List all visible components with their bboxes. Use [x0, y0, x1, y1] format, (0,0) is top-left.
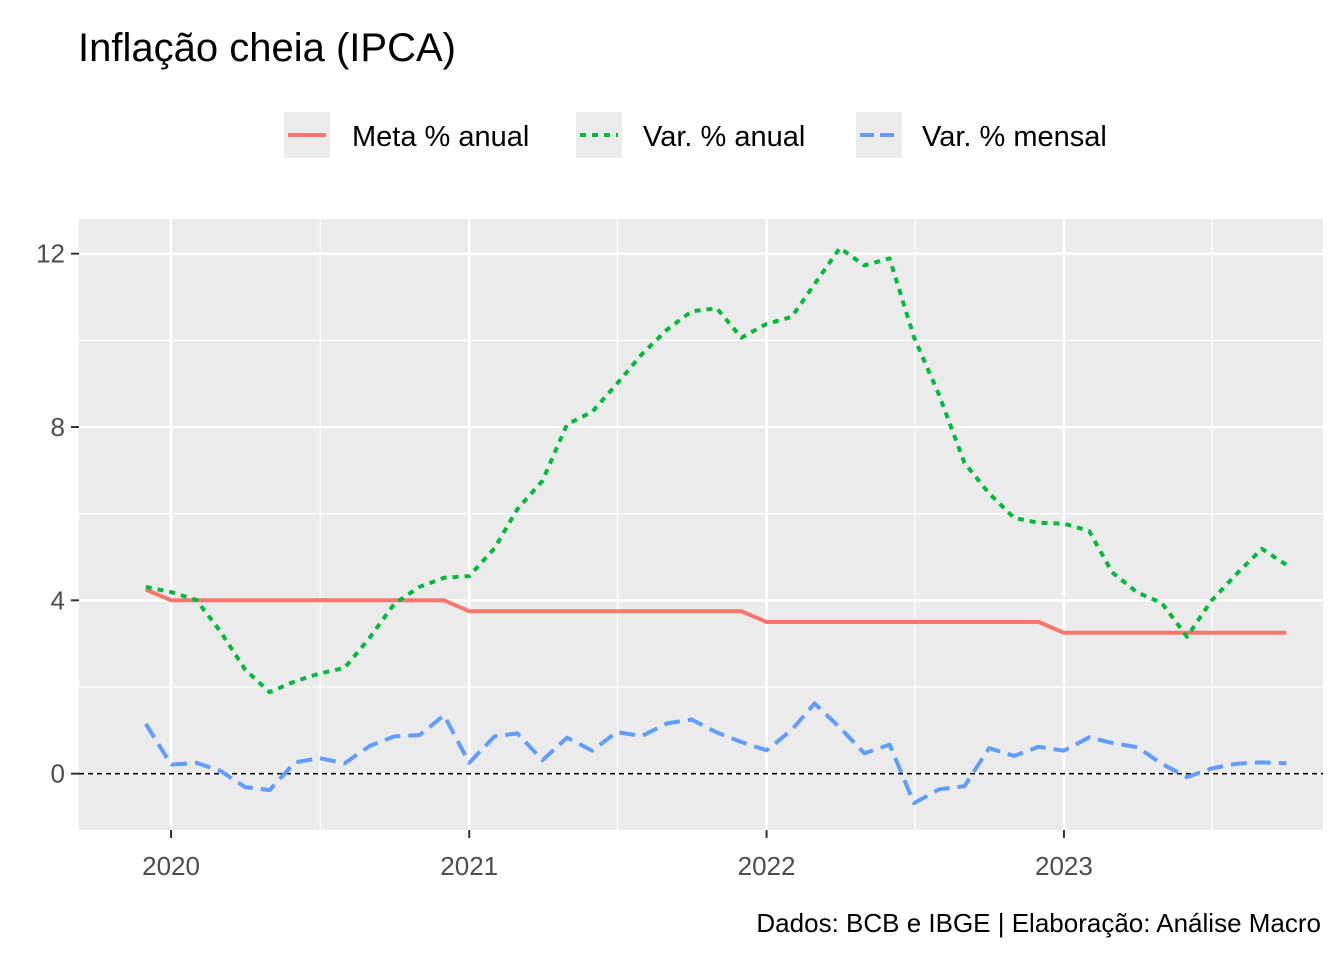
chart-caption: Dados: BCB e IBGE | Elaboração: Análise … — [756, 908, 1321, 938]
legend-item: Meta % anual — [284, 112, 529, 158]
x-tick-label: 2022 — [738, 851, 796, 881]
y-tick-label: 4 — [51, 585, 65, 615]
series-line-meta-anual — [145, 587, 1287, 635]
y-tick-label: 0 — [51, 759, 65, 789]
y-tick-label: 8 — [51, 412, 65, 442]
plot-panel — [79, 219, 1323, 830]
series-line-var-mensal — [144, 701, 1287, 806]
legend-item: Var. % mensal — [856, 112, 1107, 158]
legend-label: Meta % anual — [352, 121, 529, 153]
chart-title: Inflação cheia (IPCA) — [78, 26, 456, 70]
y-tick-label: 12 — [36, 239, 65, 269]
x-tick-label: 2020 — [142, 851, 200, 881]
legend-label: Var. % anual — [643, 121, 805, 153]
x-axis: 2020 2021 2022 2023 — [142, 830, 1093, 881]
y-axis: 0 4 8 12 — [36, 239, 79, 789]
x-tick-label: 2023 — [1035, 851, 1093, 881]
legend: Meta % anual Var. % anual Var. % mensal — [284, 112, 1107, 158]
legend-item: Var. % anual — [576, 112, 805, 158]
minor-gridlines — [79, 219, 1323, 830]
series-layer — [144, 246, 1288, 806]
legend-label: Var. % mensal — [922, 121, 1107, 153]
series-line-var-anual — [145, 246, 1288, 695]
x-tick-label: 2021 — [440, 851, 498, 881]
